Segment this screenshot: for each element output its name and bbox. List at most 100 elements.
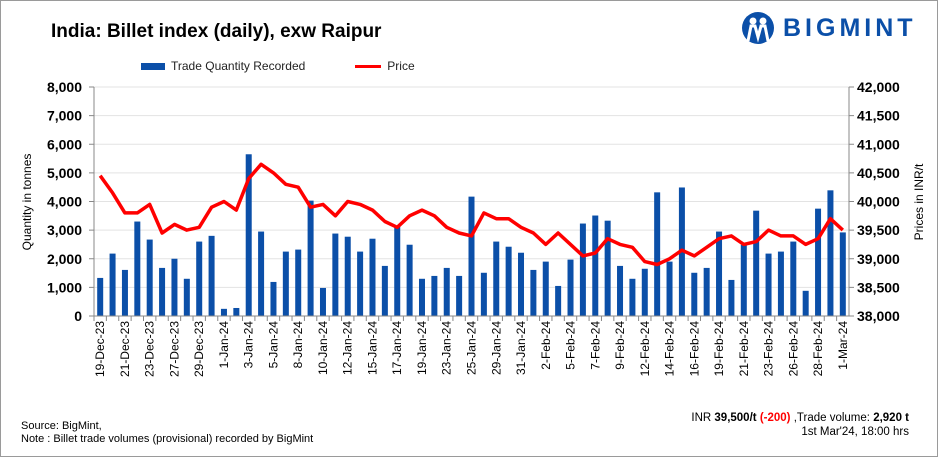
y-tick-label: 5,000 xyxy=(47,165,82,181)
y2-tick-label: 39,000 xyxy=(857,251,900,267)
quantity-bar xyxy=(542,261,549,316)
x-tick-label: 10-Jan-24 xyxy=(316,321,330,375)
quantity-bar xyxy=(468,196,475,316)
quantity-bar xyxy=(258,231,265,316)
y2-tick-label: 40,000 xyxy=(857,194,900,210)
quantity-bar xyxy=(790,241,797,316)
y-tick-label: 1,000 xyxy=(47,279,82,295)
x-tick-label: 31-Jan-24 xyxy=(514,321,528,375)
quantity-bar xyxy=(567,259,574,316)
y-tick-label: 2,000 xyxy=(47,251,82,267)
x-tick-label: 29-Dec-23 xyxy=(192,321,206,377)
legend-label-price: Price xyxy=(387,59,415,73)
quantity-bar xyxy=(666,261,673,316)
quantity-bar xyxy=(270,281,277,316)
quantity-bar xyxy=(121,269,128,316)
x-tick-label: 26-Feb-24 xyxy=(786,321,800,377)
quantity-bar xyxy=(765,253,772,316)
x-tick-label: 2-Feb-24 xyxy=(539,321,553,370)
x-tick-label: 1-Mar-24 xyxy=(836,321,850,370)
x-tick-label: 21-Feb-24 xyxy=(737,321,751,377)
quantity-bar xyxy=(629,278,636,316)
x-tick-label: 15-Jan-24 xyxy=(365,321,379,375)
x-tick-label: 17-Jan-24 xyxy=(390,321,404,375)
quantity-bar xyxy=(418,278,425,316)
quantity-bar xyxy=(307,200,314,316)
quantity-bar xyxy=(518,252,525,316)
quantity-bar xyxy=(97,277,104,316)
x-tick-label: 19-Jan-24 xyxy=(415,321,429,375)
quantity-bar xyxy=(480,272,487,316)
x-tick-label: 12-Feb-24 xyxy=(638,321,652,377)
x-tick-label: 7-Feb-24 xyxy=(588,321,602,370)
inr-prefix: INR xyxy=(691,412,712,424)
quantity-bar xyxy=(579,223,586,316)
y-tick-label: 6,000 xyxy=(47,136,82,152)
quantity-bar xyxy=(777,251,784,316)
quantity-bar xyxy=(394,226,401,316)
quantity-bar xyxy=(109,253,116,316)
quantity-bar xyxy=(802,290,809,316)
y-axis-title: Quantity in tonnes xyxy=(20,154,34,251)
quantity-bar xyxy=(220,308,227,316)
quantity-bar xyxy=(641,268,648,316)
note-text: Note : Billet trade volumes (provisional… xyxy=(21,433,314,445)
legend: Trade Quantity Recorded Price xyxy=(141,59,415,73)
x-tick-label: 19-Feb-24 xyxy=(712,321,726,377)
x-tick-label: 5-Feb-24 xyxy=(564,321,578,370)
quantity-bar xyxy=(753,210,760,316)
quantity-bar xyxy=(740,244,747,316)
legend-line-swatch xyxy=(355,64,382,68)
legend-bar-swatch xyxy=(141,62,165,70)
quantity-bar xyxy=(592,215,599,316)
x-tick-label: 25-Jan-24 xyxy=(465,321,479,375)
quantity-bar xyxy=(443,267,450,316)
quantity-bar xyxy=(134,221,141,316)
x-tick-label: 29-Jan-24 xyxy=(489,321,503,375)
quantity-bar xyxy=(839,232,846,316)
y2-tick-label: 38,000 xyxy=(857,308,900,324)
y2-tick-label: 41,500 xyxy=(857,108,900,124)
quantity-bar xyxy=(146,239,153,316)
y2-axis-title: Prices in INR/t xyxy=(912,163,926,240)
x-tick-label: 1-Jan-24 xyxy=(217,321,231,369)
y-tick-label: 4,000 xyxy=(47,194,82,210)
price-summary: INR 39,500/t (-200) ,Trade volume: 2,920… xyxy=(691,411,909,439)
quantity-bar xyxy=(332,233,339,316)
price-change: (-200) xyxy=(759,412,791,424)
quantity-bar xyxy=(604,220,611,316)
quantity-bar xyxy=(171,258,178,316)
x-tick-label: 3-Jan-24 xyxy=(242,321,256,369)
quantity-bar xyxy=(245,154,252,316)
quantity-bar xyxy=(815,208,822,316)
x-tick-label: 19-Dec-23 xyxy=(93,321,107,377)
quantity-bar xyxy=(827,190,834,316)
quantity-bar xyxy=(617,265,624,316)
quantity-bar xyxy=(344,236,351,316)
volume-prefix: ,Trade volume: xyxy=(793,412,870,424)
quantity-bar xyxy=(691,272,698,316)
quantity-bar xyxy=(456,275,463,316)
x-tick-label: 23-Jan-24 xyxy=(440,321,454,375)
quantity-bar xyxy=(530,269,537,316)
quantity-bar xyxy=(381,265,388,316)
quantity-bar xyxy=(319,287,326,316)
x-tick-label: 14-Feb-24 xyxy=(663,321,677,377)
quantity-bar xyxy=(357,251,364,316)
x-tick-label: 16-Feb-24 xyxy=(687,321,701,377)
logo-text: BIGMINT xyxy=(783,13,917,42)
y-tick-label: 7,000 xyxy=(47,108,82,124)
y2-tick-label: 41,000 xyxy=(857,136,900,152)
quantity-bar xyxy=(159,267,166,316)
x-tick-label: 21-Dec-23 xyxy=(118,321,132,377)
x-tick-label: 23-Dec-23 xyxy=(143,321,157,377)
quantity-bar xyxy=(728,279,735,316)
x-tick-label: 23-Feb-24 xyxy=(762,321,776,377)
quantity-bar xyxy=(493,241,500,316)
quantity-bar xyxy=(555,285,562,316)
quantity-bar xyxy=(654,192,661,316)
y-tick-label: 8,000 xyxy=(47,79,82,95)
x-tick-label: 12-Jan-24 xyxy=(341,321,355,375)
